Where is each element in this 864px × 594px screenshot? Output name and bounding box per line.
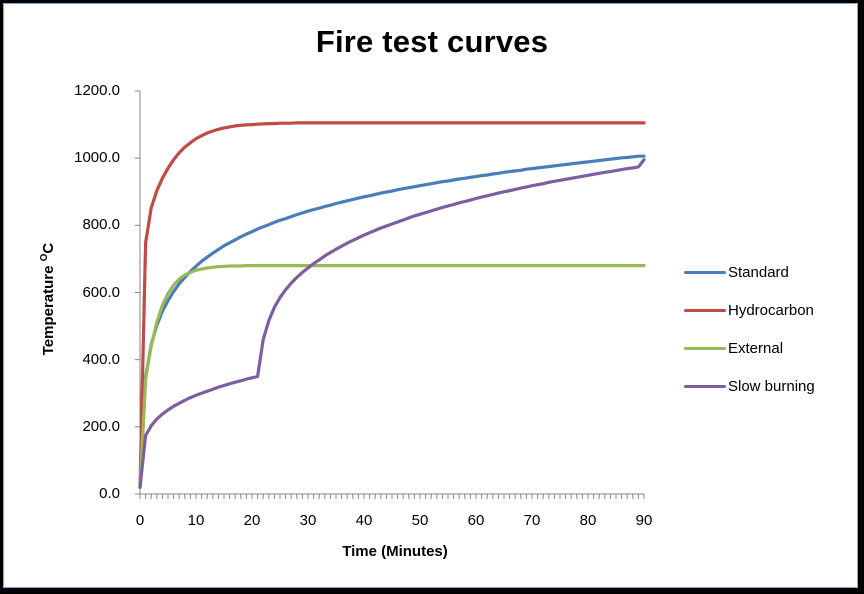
legend-label: Hydrocarbon — [728, 301, 814, 319]
series-line-standard — [138, 154, 646, 489]
y-tick-label: 600.0 — [82, 283, 120, 301]
x-tick-label: 60 — [467, 512, 485, 529]
y-tick-label: 1000.0 — [74, 149, 120, 167]
legend-swatch — [684, 308, 726, 312]
legend-item-slow-burning: Slow burning — [684, 376, 815, 396]
legend-swatch — [684, 270, 726, 274]
y-tick-label: 1200.0 — [74, 82, 120, 99]
y-tick-label: 800.0 — [82, 216, 120, 234]
legend-label: External — [728, 339, 784, 357]
legend-item-external: External — [684, 338, 783, 358]
legend-swatch — [684, 346, 726, 350]
series-line-hydrocarbon — [138, 121, 646, 489]
x-tick-label: 40 — [355, 512, 373, 529]
x-tick-label: 20 — [243, 512, 261, 529]
chart-title: Fire test curves — [315, 24, 549, 59]
legend-label: Slow burning — [728, 377, 815, 395]
x-tick-label: 90 — [635, 512, 653, 529]
series-line-slow-burning — [138, 158, 646, 489]
legend-swatch — [684, 384, 726, 388]
y-tick-label: 200.0 — [82, 417, 120, 435]
y-tick-label: 0.0 — [99, 485, 120, 502]
x-tick-label: 30 — [299, 512, 317, 529]
x-tick-label: 0 — [135, 512, 145, 529]
legend-item-hydrocarbon: Hydrocarbon — [684, 300, 814, 320]
legend-item-standard: Standard — [684, 262, 789, 282]
series-line-external — [138, 264, 646, 489]
x-tick-label: 80 — [579, 512, 597, 529]
x-axis-label: Time (Minutes) — [342, 543, 448, 560]
x-tick-label: 70 — [523, 512, 541, 529]
x-tick-label: 50 — [411, 512, 429, 529]
y-tick-label: 400.0 — [82, 350, 120, 368]
legend-label: Standard — [728, 263, 789, 281]
x-tick-label: 10 — [187, 512, 205, 529]
